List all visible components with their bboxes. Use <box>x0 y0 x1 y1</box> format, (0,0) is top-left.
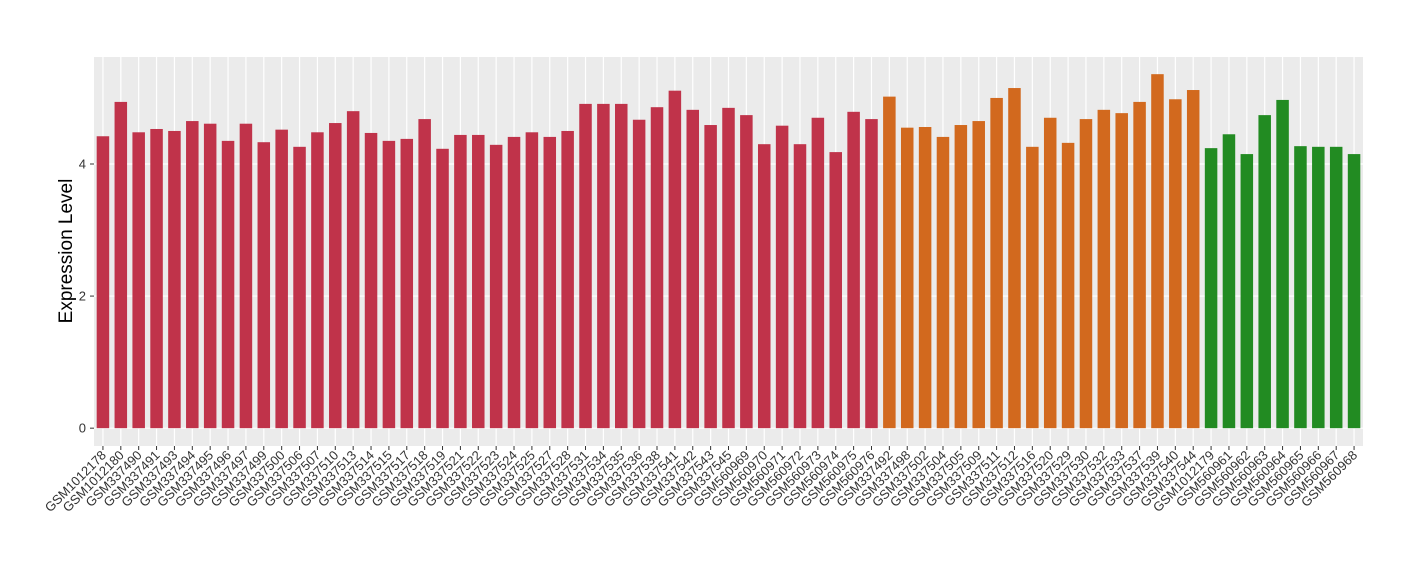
bar <box>972 121 985 429</box>
bar <box>722 107 735 429</box>
bar <box>1186 90 1200 429</box>
bar <box>1329 146 1343 429</box>
bar <box>829 152 842 429</box>
bar <box>615 103 628 429</box>
bar <box>1276 99 1289 429</box>
bar <box>1115 113 1128 429</box>
bar <box>275 129 288 429</box>
bar <box>293 146 306 429</box>
bar <box>507 136 521 429</box>
bar <box>454 134 467 429</box>
bar <box>865 119 878 429</box>
y-axis-title: Expression Level <box>56 179 77 324</box>
bar <box>1204 148 1218 429</box>
bar <box>543 136 557 429</box>
y-tick-label: 2 <box>79 289 86 304</box>
bar <box>1240 154 1254 429</box>
bar <box>168 130 181 429</box>
bar <box>668 90 682 429</box>
bar <box>1026 146 1039 429</box>
bar <box>382 140 396 429</box>
bar <box>954 125 968 429</box>
bar <box>1347 154 1361 429</box>
bar <box>686 109 700 429</box>
bar <box>1061 142 1075 429</box>
bar <box>1151 74 1164 429</box>
bar <box>114 101 128 429</box>
bar <box>561 130 574 429</box>
bar <box>1097 109 1111 429</box>
bar <box>132 132 145 429</box>
bar <box>1169 99 1182 429</box>
bar <box>597 103 610 429</box>
bar <box>793 144 807 429</box>
bar <box>150 128 163 429</box>
bar <box>1258 115 1271 429</box>
bar <box>650 107 664 429</box>
bar <box>936 136 950 429</box>
bar <box>186 121 199 429</box>
bar <box>775 125 789 429</box>
y-tick-label: 4 <box>79 156 86 171</box>
bar <box>1079 119 1093 429</box>
bar <box>811 117 825 429</box>
bar <box>1312 146 1325 429</box>
bar <box>990 97 1003 429</box>
bar <box>632 119 646 429</box>
bar <box>1008 88 1021 429</box>
bar <box>329 123 342 429</box>
bar <box>346 111 360 429</box>
bar <box>364 132 378 429</box>
bar <box>400 138 414 429</box>
bar <box>257 142 271 429</box>
bar <box>221 140 235 429</box>
bar <box>311 132 324 429</box>
y-tick-label: 0 <box>79 421 86 436</box>
bar <box>203 123 217 429</box>
bar <box>436 148 449 429</box>
bar <box>900 127 914 429</box>
bar <box>472 134 485 429</box>
bar <box>704 125 717 429</box>
bar <box>96 136 110 429</box>
bar <box>239 123 253 429</box>
bar <box>1222 134 1236 429</box>
bar <box>918 127 932 429</box>
bar <box>757 144 771 429</box>
bar <box>418 119 431 429</box>
bar <box>1043 117 1057 429</box>
bar <box>489 144 503 429</box>
bar <box>525 132 539 429</box>
bar <box>740 115 753 429</box>
bar <box>579 103 592 429</box>
bar <box>1133 101 1146 429</box>
bar <box>883 96 896 429</box>
bar <box>847 111 860 429</box>
bar <box>1294 146 1307 429</box>
